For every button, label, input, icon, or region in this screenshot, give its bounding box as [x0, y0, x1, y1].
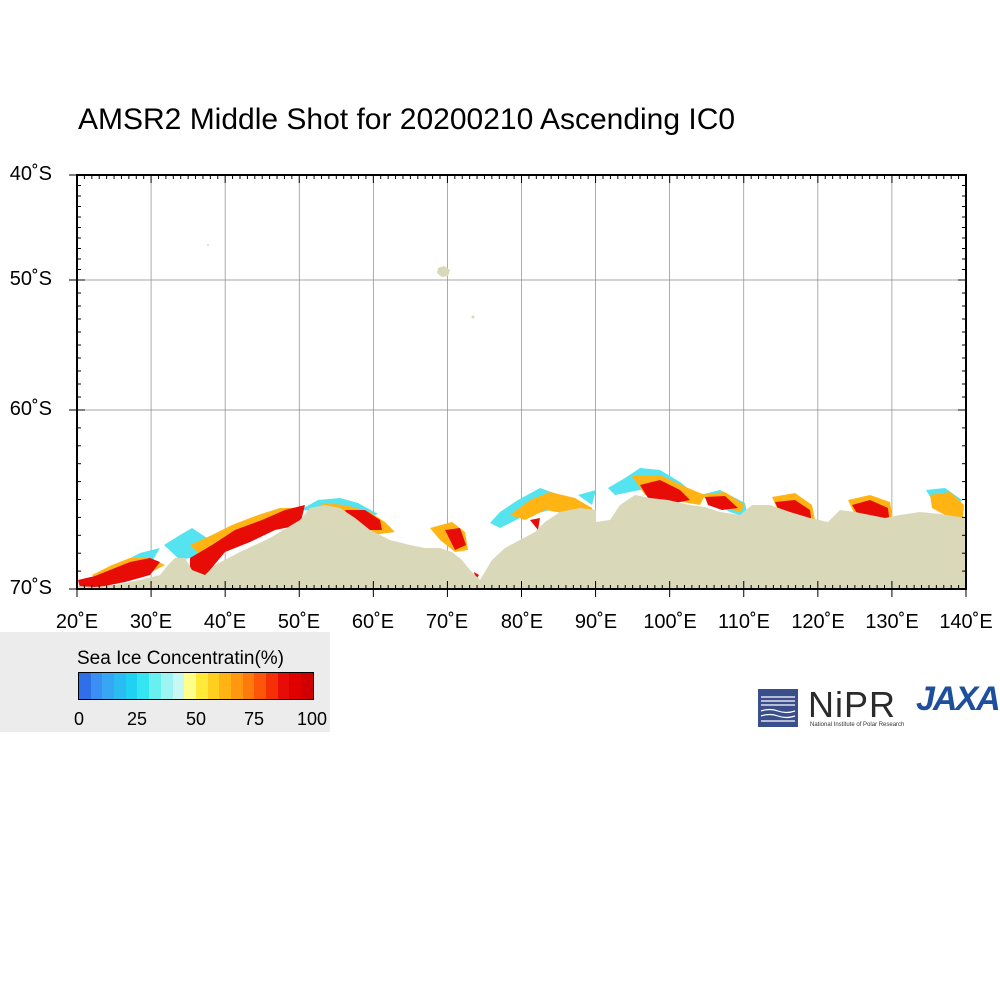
legend-swatch-2 — [102, 673, 115, 699]
lon-label-140e: 140˚E — [939, 611, 993, 633]
legend-swatch-3 — [114, 673, 126, 699]
legend-swatch-16 — [266, 673, 278, 699]
lon-label-30e: 30˚E — [129, 611, 173, 633]
legend-color-bar — [78, 672, 314, 700]
legend-swatch-6 — [149, 673, 161, 699]
legend-swatch-9 — [184, 673, 196, 699]
lon-label-50e: 50˚E — [277, 611, 321, 633]
antarctica-land — [77, 495, 966, 589]
lon-label-90e: 90˚E — [574, 611, 618, 633]
legend-swatch-14 — [242, 673, 255, 699]
lon-label-20e: 20˚E — [55, 611, 99, 633]
lat-label-60s: 60˚S — [9, 398, 52, 420]
lat-label-50s: 50˚S — [9, 268, 52, 290]
legend-swatch-10 — [195, 673, 208, 699]
legend-swatch-8 — [172, 673, 185, 699]
nipr-wordmark: NiPR — [808, 684, 897, 725]
legend-swatch-5 — [137, 673, 150, 699]
colorbar-legend: Sea Ice Concentratin(%) 0 25 50 75 100 — [0, 632, 330, 732]
lon-label-40e: 40˚E — [203, 611, 247, 633]
legend-swatch-4 — [125, 673, 138, 699]
legend-swatch-17 — [277, 673, 290, 699]
legend-swatch-1 — [90, 673, 103, 699]
legend-swatch-12 — [219, 673, 231, 699]
map-title: AMSR2 Middle Shot for 20200210 Ascending… — [78, 103, 736, 136]
legend-title: Sea Ice Concentratin(%) — [77, 648, 284, 669]
lat-label-70s: 70˚S — [9, 577, 52, 599]
legend-swatch-15 — [254, 673, 266, 699]
legend-swatch-11 — [207, 673, 220, 699]
jaxa-logo: JAXA — [914, 680, 1000, 732]
nipr-icon — [758, 689, 798, 727]
islands — [207, 244, 475, 319]
lon-label-120e: 120˚E — [791, 611, 845, 633]
lon-label-130e: 130˚E — [865, 611, 919, 633]
legend-swatch-7 — [160, 673, 173, 699]
legend-swatch-13 — [230, 673, 243, 699]
nipr-logo: NiPR National Institute of Polar Researc… — [758, 684, 908, 732]
lon-label-60e: 60˚E — [351, 611, 395, 633]
lon-label-80e: 80˚E — [500, 611, 544, 633]
legend-tick-100: 100 — [296, 709, 328, 729]
lon-label-70e: 70˚E — [425, 611, 469, 633]
legend-tick-75: 75 — [243, 709, 265, 729]
lon-label-110e: 110˚E — [718, 611, 770, 633]
legend-tick-50: 50 — [185, 709, 207, 729]
lat-label-40s: 40˚S — [9, 163, 52, 185]
jaxa-wordmark: JAXA — [916, 680, 1000, 718]
legend-swatch-0 — [79, 673, 91, 699]
legend-tick-0: 0 — [73, 709, 85, 729]
legend-swatch-19 — [301, 673, 313, 699]
lon-label-100e: 100˚E — [643, 611, 697, 633]
axis-ticks — [69, 174, 967, 597]
legend-tick-25: 25 — [126, 709, 148, 729]
legend-swatch-18 — [289, 673, 302, 699]
nipr-subtitle: National Institute of Polar Research — [810, 722, 905, 728]
